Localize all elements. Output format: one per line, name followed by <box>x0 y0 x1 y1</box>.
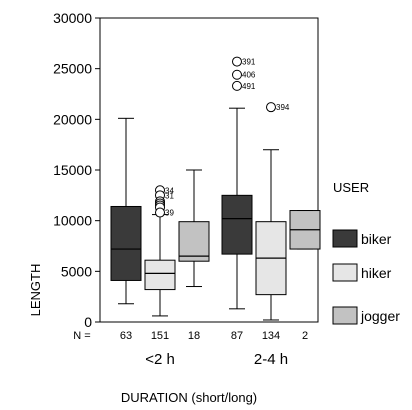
n-count: 18 <box>188 330 200 342</box>
iqr-box <box>178 221 210 262</box>
y-axis: 0 5000 10000 15000 20000 25000 30000 <box>53 10 100 330</box>
y-tick-label: 0 <box>84 314 92 330</box>
n-count: 2 <box>302 330 308 342</box>
x-axis-label: DURATION (short/long) <box>121 390 257 405</box>
box-jogger-long <box>289 210 321 250</box>
legend-title: USER <box>333 180 369 195</box>
legend-label-hiker: hiker <box>361 265 392 281</box>
outlier-point <box>155 207 165 218</box>
box-biker-long: 391 406 491 <box>221 56 256 310</box>
n-count: 134 <box>262 330 280 342</box>
outlier-point <box>232 80 242 91</box>
n-prefix: N = <box>73 330 90 342</box>
iqr-box <box>110 205 142 281</box>
y-tick-label: 25000 <box>53 61 92 77</box>
category-label: <2 h <box>145 351 175 368</box>
iqr-box <box>144 259 176 291</box>
box-jogger-short <box>178 169 210 288</box>
legend-swatch-hiker <box>332 263 358 282</box>
category-labels: <2 h 2-4 h <box>145 351 288 368</box>
outlier-point <box>232 69 242 80</box>
box-biker-short <box>110 117 142 305</box>
legend-swatch-biker <box>332 229 358 248</box>
n-count: 151 <box>151 330 169 342</box>
legend-swatch-jogger <box>332 306 358 325</box>
outlier-label: 31 <box>165 191 174 200</box>
y-axis-label: LENGTH <box>28 264 43 317</box>
outlier-point <box>266 102 276 113</box>
iqr-box <box>221 194 253 255</box>
category-label: 2-4 h <box>254 351 288 368</box>
legend-label-jogger: jogger <box>360 308 400 324</box>
y-tick-label: 30000 <box>53 10 92 26</box>
n-count: 63 <box>120 330 132 342</box>
outlier-point <box>232 56 242 67</box>
outlier-label: 34 <box>165 186 174 195</box>
y-tick-label: 5000 <box>61 263 92 279</box>
outlier-label: 39 <box>165 209 174 218</box>
count-row: N = 63 151 18 87 134 2 <box>73 330 308 342</box>
y-tick-label: 15000 <box>53 162 92 178</box>
box-hiker-long: 394 <box>255 102 290 321</box>
outlier-label: 406 <box>242 71 256 80</box>
n-count: 87 <box>231 330 243 342</box>
outlier-label: 394 <box>276 103 290 112</box>
outlier-label: 491 <box>242 82 256 91</box>
legend-label-biker: biker <box>361 231 392 247</box>
y-tick-label: 20000 <box>53 111 92 127</box>
outlier-label: 391 <box>242 58 256 67</box>
legend: USER biker hiker jogger <box>332 180 400 325</box>
y-tick-label: 10000 <box>53 213 92 229</box>
